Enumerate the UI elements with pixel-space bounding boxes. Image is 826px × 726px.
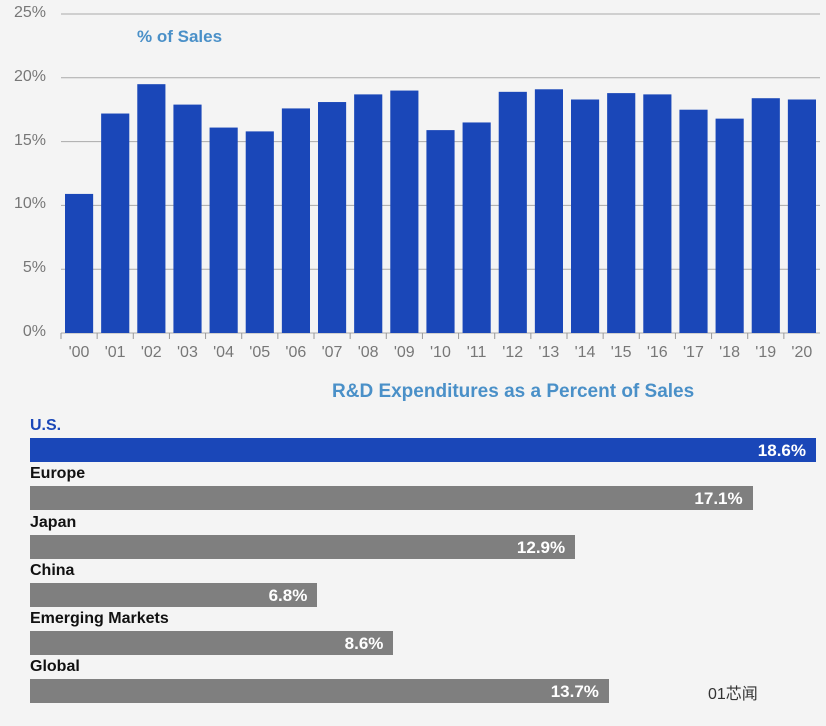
horizontal-bar: 18.6% [30,438,816,462]
chart-title: % of Sales [137,27,223,46]
bar [534,89,563,333]
bar [787,99,816,333]
bar [173,104,202,333]
x-tick-label: '07 [321,344,343,361]
x-tick-label: '16 [646,344,668,361]
category-label: Japan [30,514,77,531]
x-tick-label: '13 [538,344,560,361]
category-label: China [30,562,75,579]
x-tick-label: '10 [429,344,451,361]
horizontal-bar: 6.8% [30,583,318,607]
bar [209,127,238,334]
x-tick-label: '19 [755,344,777,361]
watermark: 01芯闻 [708,686,758,703]
x-tick-label: '00 [68,344,90,361]
x-tick-label: '18 [719,344,740,361]
bar [607,93,636,333]
bar [245,131,274,333]
x-tick-label: '12 [502,344,524,361]
x-tick-label: '06 [285,344,307,361]
x-tick-label: '20 [791,344,813,361]
bar [390,90,419,333]
data-label: 13.7% [550,682,599,701]
data-label: 6.8% [268,586,308,605]
data-label: 12.9% [516,538,566,557]
bar [101,113,130,333]
y-tick-label: 5% [22,259,46,277]
horizontal-bar: 8.6% [30,631,394,655]
x-tick-label: '14 [574,344,596,361]
chart-title-2: R&D Expenditures as a Percent of Sales [332,381,695,402]
y-tick-label: 10% [13,195,46,213]
x-tick-label: '03 [176,344,198,361]
x-tick-label: '09 [393,344,415,361]
bar [679,109,708,333]
x-tick-label: '04 [213,344,234,361]
bar [643,94,672,333]
horizontal-bar: 13.7% [30,679,609,703]
bar [65,193,94,333]
bar [462,122,491,334]
category-label: Europe [30,465,86,482]
bar [498,91,527,333]
bar [354,94,383,333]
bar [281,108,310,333]
x-tick-label: '08 [357,344,379,361]
y-tick-label: 0% [22,323,46,340]
x-tick-label: '11 [466,344,487,361]
y-tick-label: 15% [13,131,46,149]
y-tick-label: 20% [13,67,46,85]
category-label: Global [30,658,80,675]
horizontal-bar: 12.9% [30,535,576,559]
y-tick-label: 25% [13,4,46,21]
bar [715,118,744,333]
x-tick-label: '15 [610,344,632,361]
data-label: 17.1% [694,489,743,508]
x-tick-label: '05 [249,344,271,361]
bar [137,84,166,334]
bar [571,99,600,333]
x-tick-label: '01 [104,344,126,361]
data-label: 8.6% [344,634,384,653]
bar [751,98,780,333]
x-tick-label: '17 [682,344,704,361]
category-label: U.S. [30,417,62,434]
category-label: Emerging Markets [30,610,169,627]
horizontal-bar: 17.1% [30,486,753,510]
bar [426,130,455,333]
x-tick-label: '02 [140,344,162,361]
sales-bar-chart [60,13,820,339]
bar [318,102,347,333]
data-label: 18.6% [757,441,806,460]
